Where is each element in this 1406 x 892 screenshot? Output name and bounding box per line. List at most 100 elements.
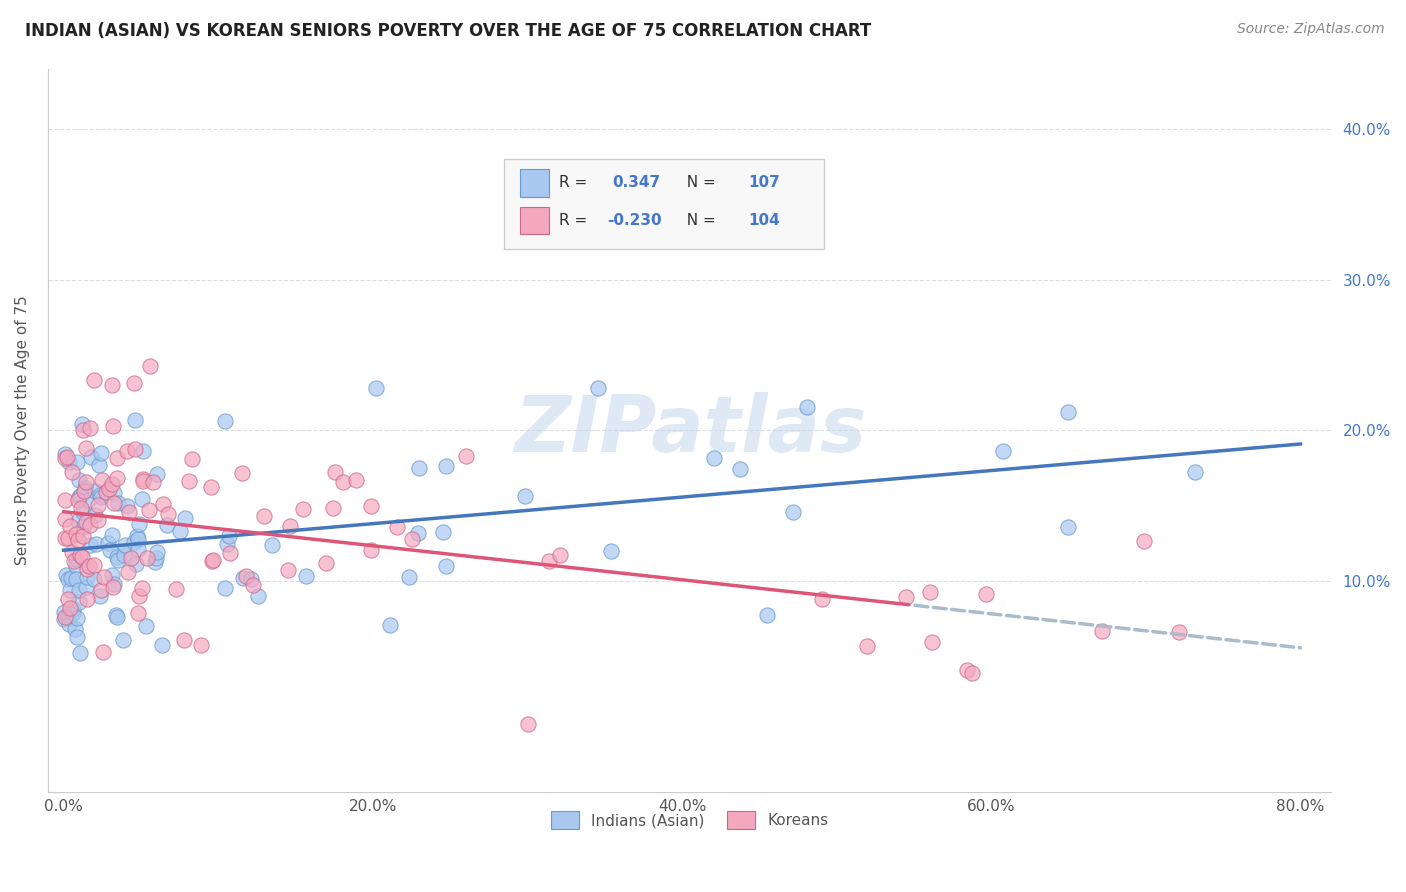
Point [278, 519, 301, 533]
Point [69, 646, 91, 660]
Point [703, 451, 725, 466]
Point [77, 558, 100, 573]
Point [67, 533, 90, 547]
Point [360, 500, 382, 514]
Point [55, 450, 77, 464]
Point [67, 583, 90, 598]
Point [246, 589, 269, 603]
Point [91, 644, 114, 658]
Point [114, 538, 136, 552]
Point [80, 450, 103, 464]
Point [146, 545, 169, 559]
Point [380, 618, 402, 632]
Point [291, 501, 314, 516]
Point [62, 607, 84, 621]
Point [67, 490, 90, 504]
Point [550, 549, 572, 563]
Point [127, 532, 149, 546]
Point [86, 498, 108, 512]
Point [315, 557, 337, 571]
Point [112, 548, 135, 562]
Point [135, 619, 157, 633]
Point [128, 516, 150, 531]
Point [84, 483, 107, 498]
Point [139, 359, 162, 374]
Point [86, 513, 108, 527]
Point [132, 474, 155, 488]
Point [112, 632, 135, 647]
Point [90, 490, 112, 504]
Point [101, 528, 124, 542]
Point [72, 423, 94, 437]
Point [66, 455, 89, 469]
Point [93, 570, 115, 584]
Legend: Indians (Asian), Koreans: Indians (Asian), Koreans [546, 805, 834, 835]
Point [125, 557, 148, 571]
Point [58, 583, 80, 598]
Point [58, 531, 80, 545]
Point [190, 638, 212, 652]
Point [127, 606, 149, 620]
Point [69, 548, 91, 562]
Point [65, 558, 87, 573]
Point [59, 518, 82, 533]
Point [398, 570, 420, 584]
Point [131, 492, 153, 507]
Text: N =: N = [676, 213, 720, 228]
Point [956, 663, 979, 677]
Point [67, 473, 90, 487]
Point [432, 524, 454, 539]
Point [60, 466, 83, 480]
Point [894, 591, 917, 605]
Point [79, 518, 101, 533]
Point [235, 569, 257, 583]
Point [231, 466, 253, 480]
Point [100, 568, 122, 582]
Point [181, 452, 204, 467]
Point [201, 554, 224, 568]
Point [53, 612, 76, 626]
Point [1091, 624, 1114, 639]
Point [756, 607, 779, 622]
Point [72, 549, 94, 564]
Point [239, 572, 262, 586]
Point [202, 553, 225, 567]
Point [75, 580, 97, 594]
Point [75, 515, 97, 529]
Point [121, 551, 143, 566]
Point [98, 483, 121, 497]
Point [103, 496, 125, 510]
Point [96, 485, 118, 500]
FancyBboxPatch shape [520, 169, 548, 196]
Point [76, 569, 98, 583]
Point [62, 602, 84, 616]
Point [103, 576, 125, 591]
Point [132, 444, 155, 458]
Text: R =: R = [558, 213, 592, 228]
Point [55, 451, 77, 466]
Point [89, 488, 111, 502]
Point [131, 581, 153, 595]
Point [65, 622, 87, 636]
Point [1133, 533, 1156, 548]
Point [76, 562, 98, 576]
Point [127, 529, 149, 543]
Point [401, 532, 423, 546]
Point [58, 616, 80, 631]
Point [72, 529, 94, 543]
Point [75, 481, 97, 495]
Point [322, 500, 344, 515]
Point [75, 441, 97, 455]
Point [325, 465, 347, 479]
Point [76, 492, 98, 507]
Point [586, 381, 609, 395]
Point [364, 381, 387, 395]
Point [66, 611, 89, 625]
Point [70, 417, 93, 431]
Point [60, 545, 83, 559]
Point [53, 610, 76, 624]
Point [101, 580, 124, 594]
Point [406, 525, 429, 540]
Point [218, 529, 240, 543]
Point [101, 377, 124, 392]
